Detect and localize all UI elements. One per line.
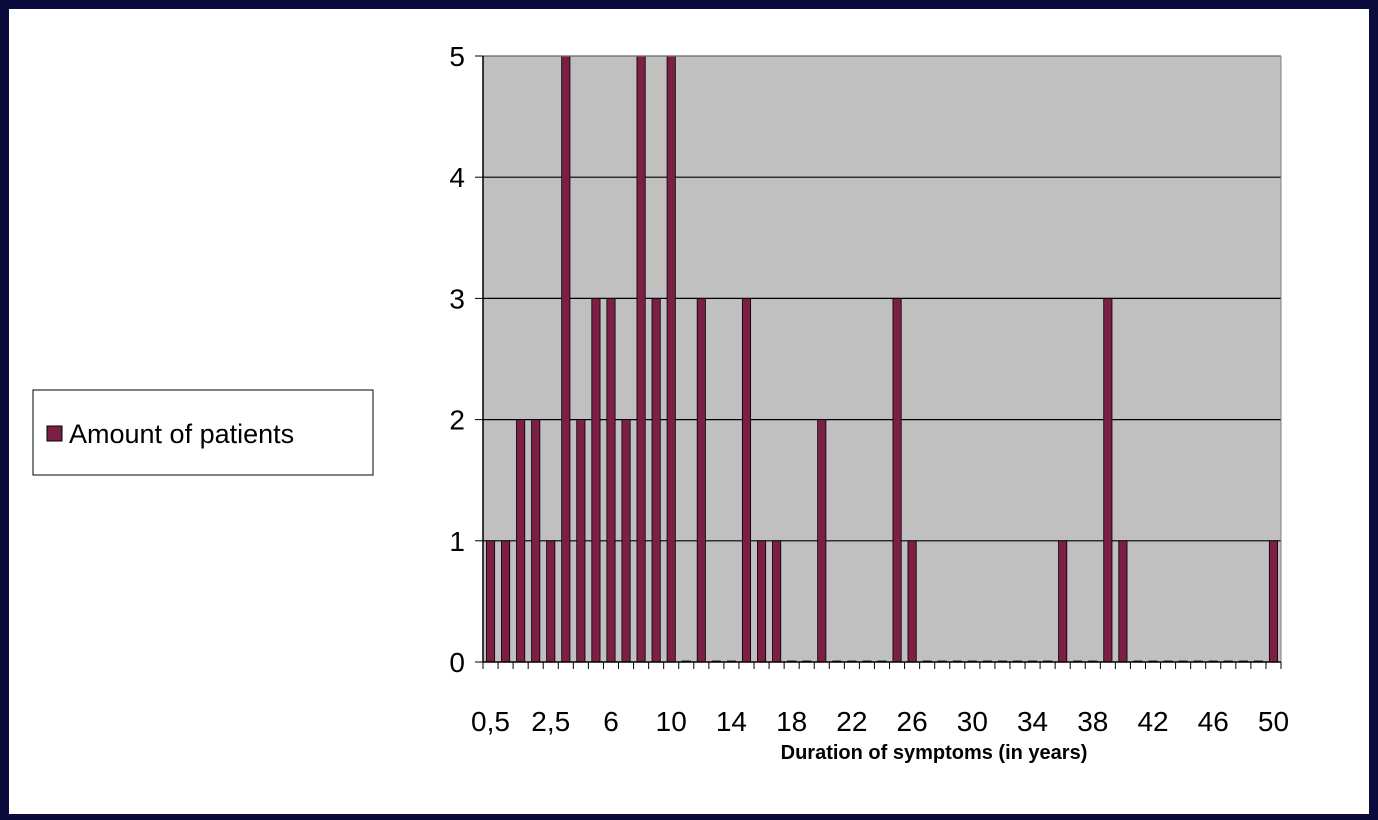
- x-tick-labels: 0,5 2,5 6 10 14 18 22 26 30 34 38 42 46 50: [471, 706, 1289, 737]
- bar: [621, 419, 631, 663]
- x-tick-label: 14: [716, 706, 747, 737]
- x-tick-label: 42: [1137, 706, 1168, 737]
- bar: [501, 540, 511, 663]
- bar: [1058, 540, 1068, 663]
- x-tick-label: 34: [1017, 706, 1048, 737]
- bar: [576, 419, 586, 663]
- bar: [907, 540, 917, 663]
- bar: [561, 55, 571, 663]
- x-tick-label: 2,5: [531, 706, 570, 737]
- bar: [591, 297, 601, 663]
- x-axis-label: Duration of symptoms (in years): [781, 742, 1088, 764]
- x-tick-label: 18: [776, 706, 807, 737]
- bar: [1268, 540, 1279, 663]
- y-tick-label: 1: [449, 526, 465, 557]
- bar: [1103, 297, 1113, 663]
- x-tick-label: 30: [957, 706, 988, 737]
- x-tick-label: 22: [836, 706, 867, 737]
- legend-label: Amount of patients: [69, 419, 294, 449]
- x-tick-label: 50: [1258, 706, 1289, 737]
- legend-box: [32, 389, 374, 476]
- x-tick-label: 10: [656, 706, 687, 737]
- bar: [636, 55, 646, 663]
- bar: [516, 419, 526, 663]
- bar: [546, 540, 556, 663]
- y-tick-label: 5: [449, 41, 465, 72]
- plot-area: [483, 56, 1281, 662]
- bar: [1118, 540, 1128, 663]
- legend: Amount of patients: [32, 389, 374, 476]
- x-tick-label: 0,5: [471, 706, 510, 737]
- bar: [696, 297, 706, 663]
- axes: [475, 55, 1282, 669]
- legend-swatch: [46, 425, 63, 442]
- y-tick-labels: 0 1 2 3 4 5: [449, 41, 465, 678]
- y-tick-label: 4: [449, 162, 465, 193]
- bar: [892, 297, 902, 663]
- bar: [817, 419, 827, 663]
- bar: [741, 297, 752, 663]
- y-tick-label: 2: [449, 405, 465, 436]
- x-tick-label: 38: [1077, 706, 1108, 737]
- bar: [531, 419, 541, 663]
- bar: [651, 297, 661, 663]
- bar: [757, 540, 767, 663]
- bar: [772, 540, 782, 663]
- x-tick-label: 26: [897, 706, 928, 737]
- y-tick-label: 0: [449, 647, 465, 678]
- x-tick-label: 6: [603, 706, 619, 737]
- y-tick-label: 3: [449, 283, 465, 314]
- bar: [485, 540, 496, 663]
- x-tick-label: 46: [1198, 706, 1229, 737]
- bar: [606, 297, 616, 663]
- bar: [666, 55, 676, 663]
